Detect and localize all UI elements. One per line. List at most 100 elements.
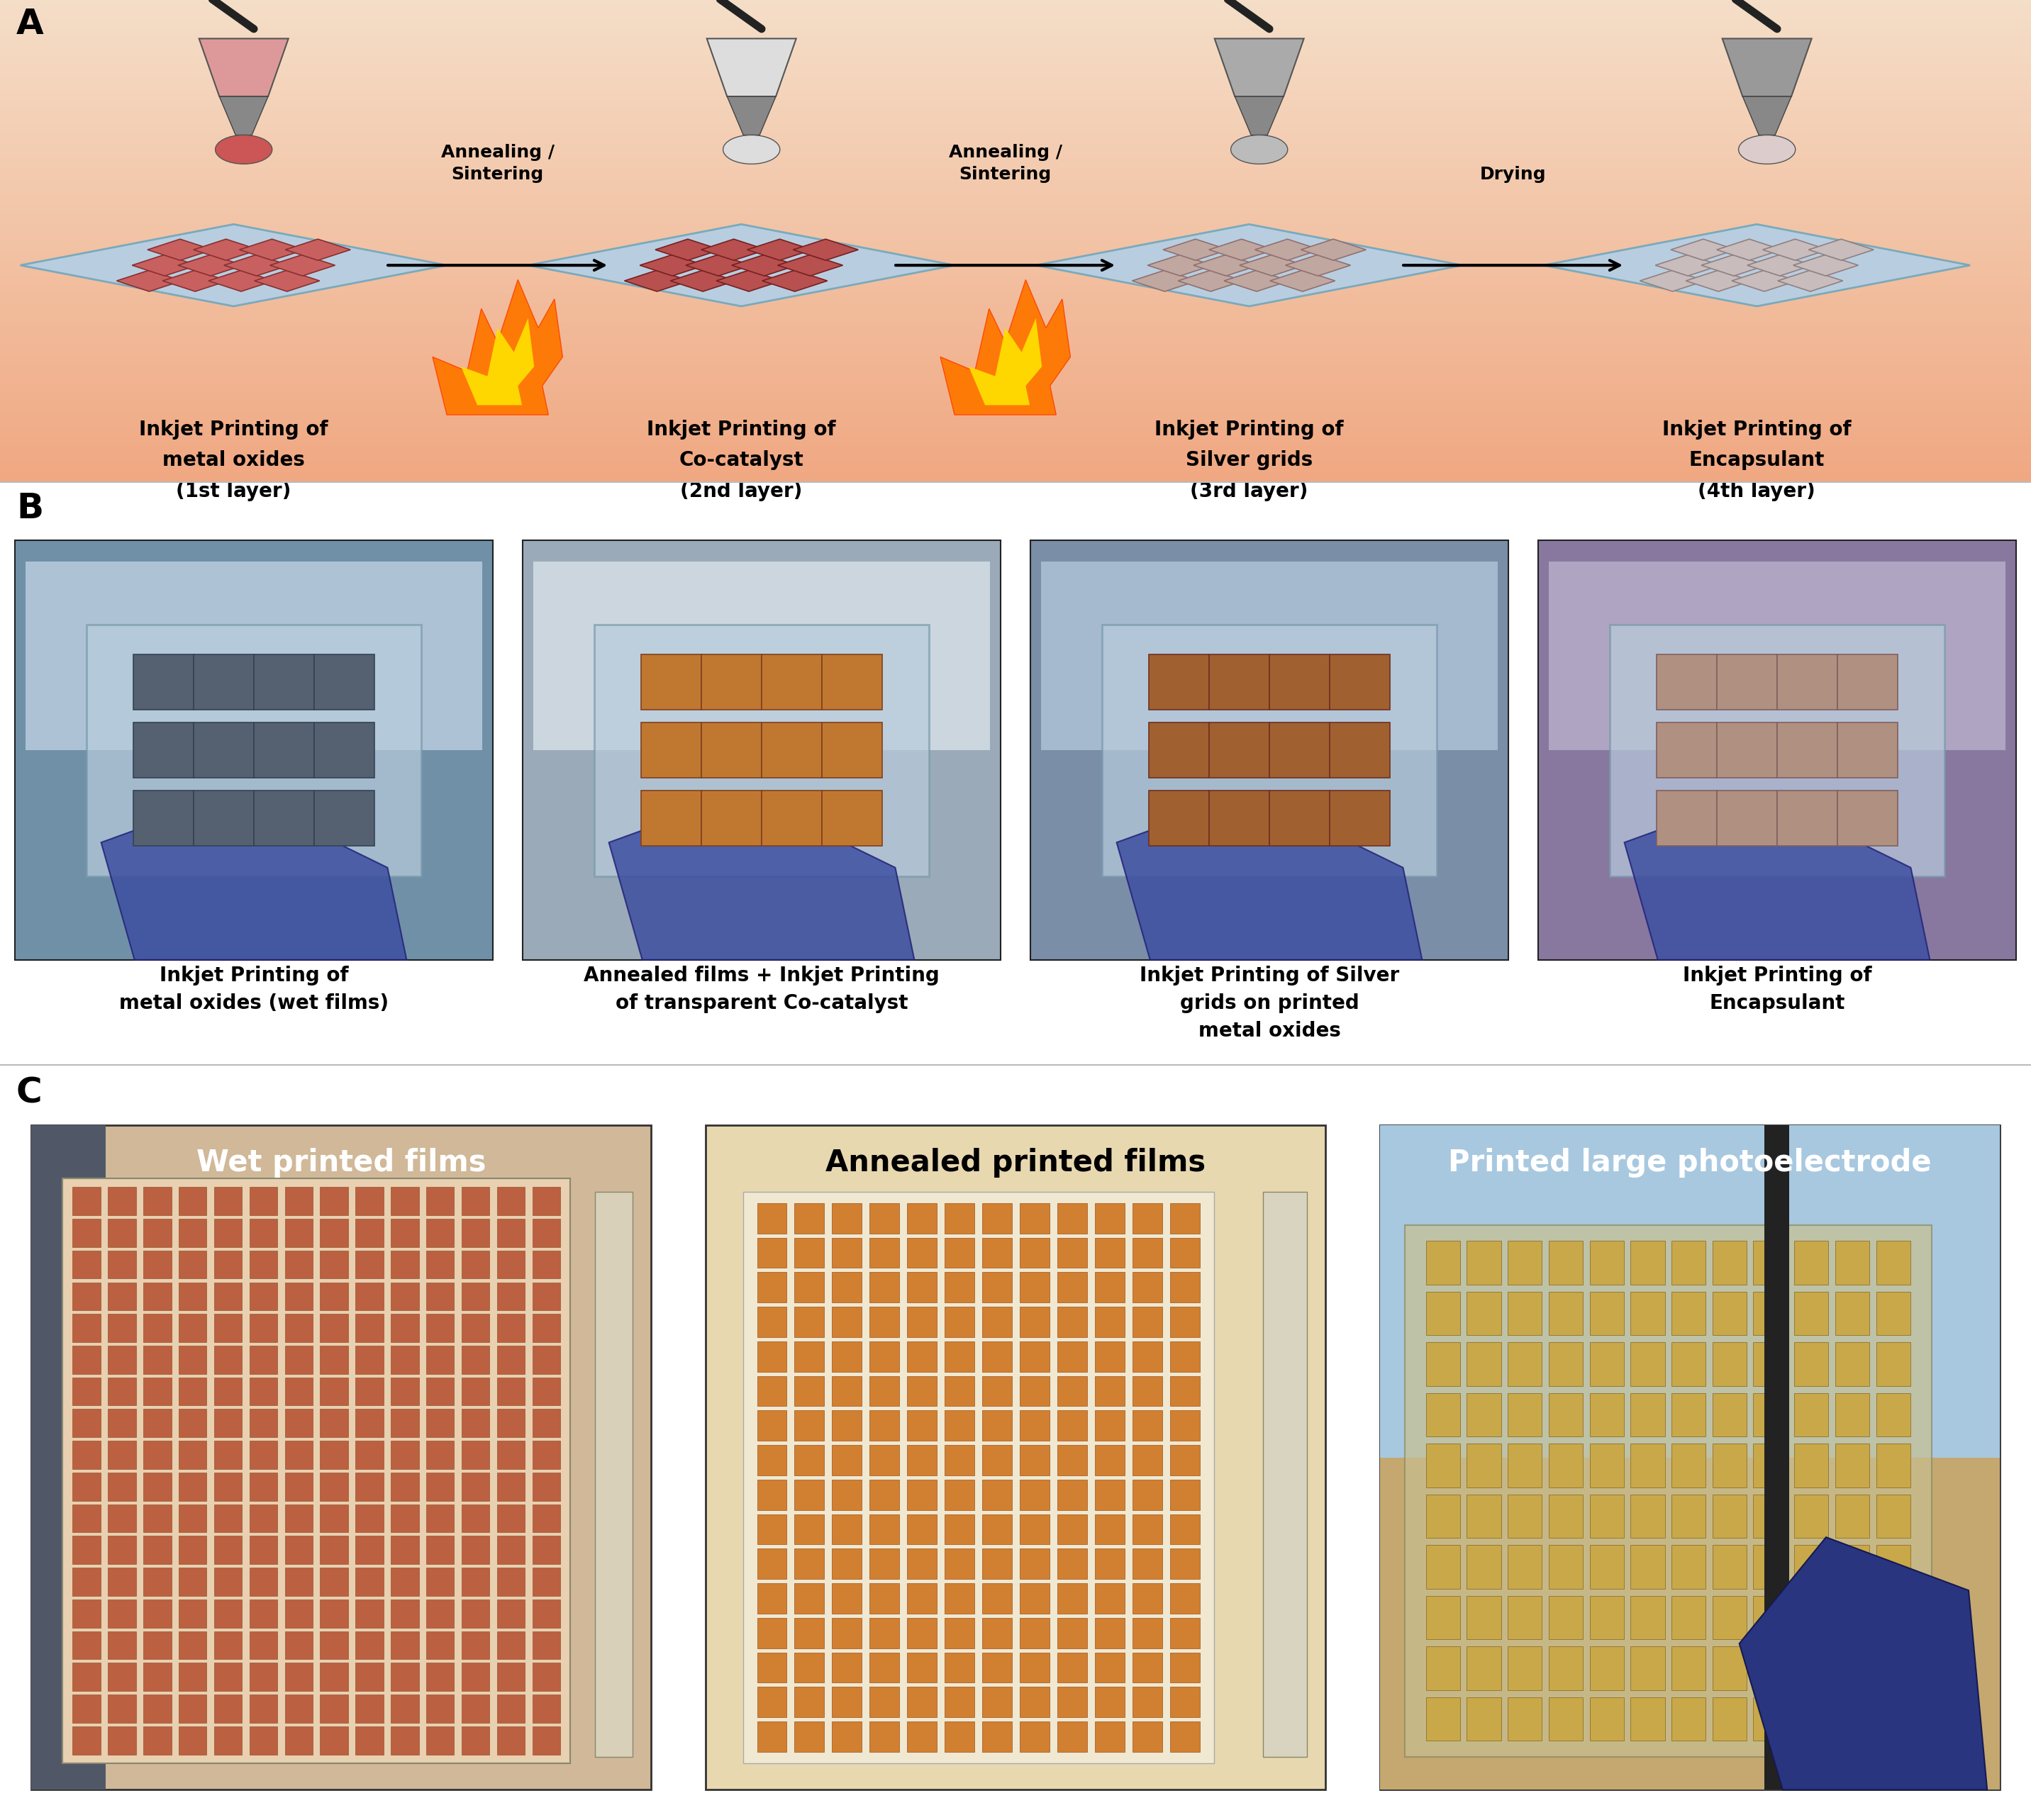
Bar bbox=[1170, 1341, 1200, 1372]
Bar bbox=[1269, 790, 1330, 846]
Bar bbox=[498, 1250, 524, 1279]
Bar bbox=[461, 1187, 489, 1216]
Bar bbox=[1753, 1241, 1787, 1285]
Bar bbox=[179, 1219, 207, 1247]
Bar bbox=[908, 1238, 936, 1269]
Bar bbox=[1877, 1596, 1911, 1640]
Bar bbox=[108, 1283, 136, 1310]
Bar bbox=[1020, 1722, 1050, 1753]
Bar bbox=[823, 790, 881, 846]
Bar bbox=[1838, 723, 1897, 777]
Bar bbox=[250, 1631, 278, 1660]
Bar bbox=[427, 1472, 455, 1501]
Bar bbox=[250, 1567, 278, 1596]
Bar bbox=[193, 790, 254, 846]
Bar bbox=[390, 1472, 418, 1501]
Bar bbox=[461, 1283, 489, 1310]
Text: Wet printed films: Wet printed films bbox=[197, 1148, 485, 1178]
Polygon shape bbox=[778, 255, 843, 277]
Bar bbox=[498, 1567, 524, 1596]
Bar bbox=[1020, 1376, 1050, 1407]
Bar bbox=[1042, 562, 1499, 750]
Bar bbox=[758, 1376, 786, 1407]
Polygon shape bbox=[219, 96, 268, 135]
Bar bbox=[758, 1618, 786, 1649]
Bar bbox=[1020, 1238, 1050, 1269]
Bar bbox=[833, 1687, 861, 1718]
Bar bbox=[390, 1567, 418, 1596]
Bar bbox=[908, 1618, 936, 1649]
Bar bbox=[73, 1345, 102, 1374]
Bar bbox=[1507, 1292, 1542, 1336]
Bar bbox=[1672, 1647, 1706, 1691]
Bar bbox=[1590, 1341, 1625, 1385]
Bar bbox=[908, 1514, 936, 1545]
Bar bbox=[179, 1472, 207, 1501]
Bar bbox=[944, 1549, 975, 1580]
Bar bbox=[250, 1600, 278, 1627]
Bar bbox=[794, 1272, 825, 1303]
Bar bbox=[1550, 562, 2007, 750]
Bar bbox=[869, 1376, 900, 1407]
Bar bbox=[1020, 1653, 1050, 1684]
Bar bbox=[1793, 1696, 1828, 1740]
Bar bbox=[1712, 1443, 1747, 1487]
Bar bbox=[284, 1250, 313, 1279]
Bar bbox=[1133, 1618, 1162, 1649]
Polygon shape bbox=[940, 280, 1070, 415]
Bar bbox=[944, 1583, 975, 1614]
Bar bbox=[833, 1549, 861, 1580]
Bar bbox=[1020, 1480, 1050, 1511]
Bar bbox=[1793, 1392, 1828, 1436]
Polygon shape bbox=[1739, 1538, 1986, 1789]
Bar bbox=[1133, 1203, 1162, 1234]
Bar bbox=[284, 1631, 313, 1660]
Bar bbox=[1170, 1653, 1200, 1684]
Bar bbox=[794, 1203, 825, 1234]
Bar bbox=[1466, 1392, 1501, 1436]
Polygon shape bbox=[1544, 224, 1970, 306]
Bar bbox=[701, 790, 762, 846]
Bar bbox=[1672, 1494, 1706, 1538]
Bar bbox=[321, 1472, 347, 1501]
Bar bbox=[390, 1694, 418, 1724]
Polygon shape bbox=[223, 255, 288, 277]
Bar bbox=[73, 1187, 102, 1216]
Bar bbox=[213, 1567, 242, 1596]
Bar bbox=[1426, 1341, 1460, 1385]
Bar bbox=[1466, 1341, 1501, 1385]
Bar bbox=[1330, 655, 1389, 710]
Bar bbox=[213, 1472, 242, 1501]
Bar bbox=[108, 1378, 136, 1405]
Bar bbox=[1672, 1545, 1706, 1589]
Polygon shape bbox=[1743, 96, 1791, 135]
Bar bbox=[73, 1283, 102, 1310]
Polygon shape bbox=[284, 238, 351, 260]
Polygon shape bbox=[717, 269, 782, 291]
Bar bbox=[1426, 1241, 1460, 1285]
Bar bbox=[427, 1567, 455, 1596]
Polygon shape bbox=[1117, 814, 1422, 959]
Bar bbox=[944, 1514, 975, 1545]
Bar bbox=[758, 1272, 786, 1303]
Polygon shape bbox=[1763, 238, 1828, 260]
Bar bbox=[908, 1722, 936, 1753]
Bar bbox=[213, 1631, 242, 1660]
Polygon shape bbox=[686, 255, 751, 277]
Bar bbox=[144, 1505, 171, 1532]
Polygon shape bbox=[1036, 224, 1462, 306]
Bar bbox=[1793, 1241, 1828, 1285]
Bar bbox=[1020, 1307, 1050, 1338]
Bar bbox=[427, 1378, 455, 1405]
Bar bbox=[108, 1314, 136, 1341]
Bar bbox=[1712, 1341, 1747, 1385]
Bar bbox=[108, 1694, 136, 1724]
Polygon shape bbox=[1269, 269, 1334, 291]
Bar bbox=[321, 1663, 347, 1691]
Bar bbox=[213, 1250, 242, 1279]
Bar bbox=[427, 1409, 455, 1438]
Polygon shape bbox=[1148, 255, 1213, 277]
Bar bbox=[944, 1653, 975, 1684]
Bar bbox=[213, 1694, 242, 1724]
Bar bbox=[1133, 1376, 1162, 1407]
